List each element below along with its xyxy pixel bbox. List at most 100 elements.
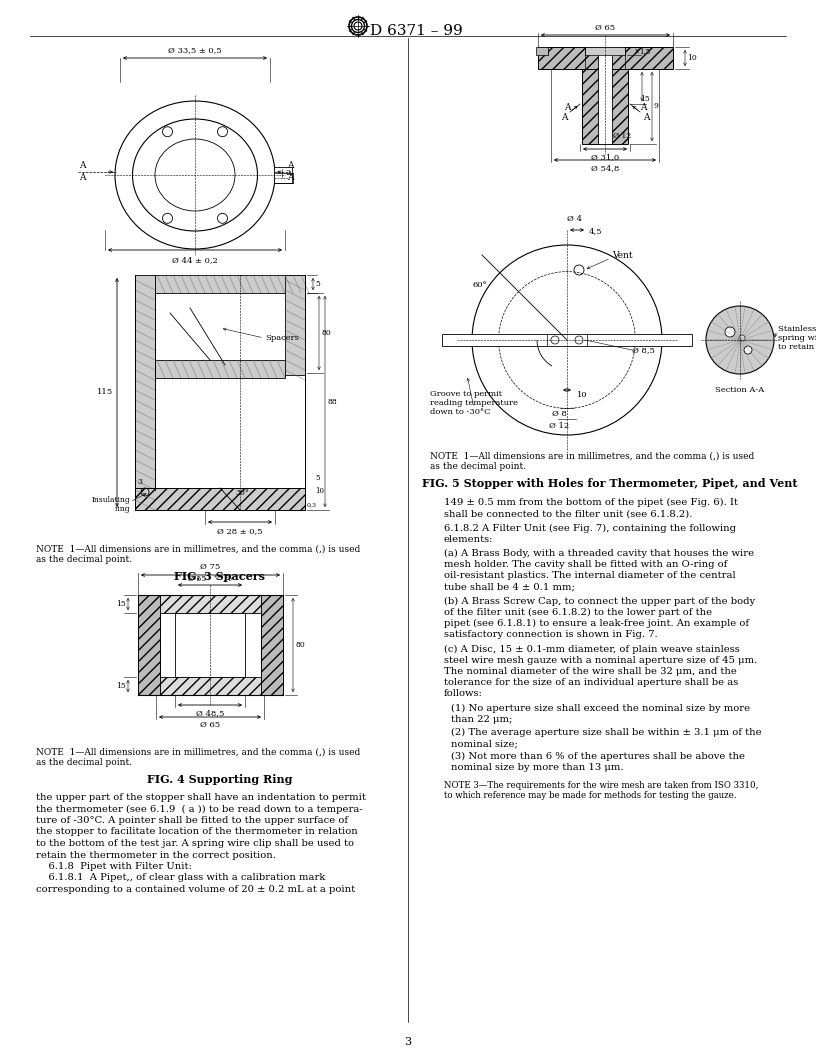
Text: 88: 88	[327, 397, 337, 406]
Text: 6.1.8  Pipet with Filter Unit:: 6.1.8 Pipet with Filter Unit:	[36, 862, 192, 871]
Text: (3) Not more than 6 % of the apertures shall be above the: (3) Not more than 6 % of the apertures s…	[451, 752, 745, 761]
Text: Ø 28 ± 0,5: Ø 28 ± 0,5	[217, 527, 263, 535]
Text: 30°: 30°	[235, 489, 249, 497]
Text: NOTE  1—All dimensions are in millimetres, and the comma (,) is used
as the deci: NOTE 1—All dimensions are in millimetres…	[36, 545, 360, 564]
Text: Ø 12: Ø 12	[613, 132, 632, 140]
Text: (c) A Disc, 15 ± 0.1-mm diameter, of plain weave stainless: (c) A Disc, 15 ± 0.1-mm diameter, of pla…	[444, 644, 740, 654]
Text: elements:: elements:	[444, 534, 494, 544]
Text: D 6371 – 99: D 6371 – 99	[370, 24, 463, 38]
Text: 115: 115	[97, 389, 113, 396]
Bar	[585, 48, 625, 55]
Text: 6.1.8.1  A Pipet,, of clear glass with a calibration mark: 6.1.8.1 A Pipet,, of clear glass with a …	[36, 873, 326, 883]
Bar	[160, 595, 261, 612]
Bar	[261, 595, 283, 695]
Text: (b) A Brass Screw Cap, to connect the upper part of the body: (b) A Brass Screw Cap, to connect the up…	[444, 597, 755, 606]
Text: A: A	[79, 161, 85, 170]
Text: 3: 3	[405, 1037, 411, 1046]
Text: shall be connected to the filter unit (see 6.1.8.2).: shall be connected to the filter unit (s…	[444, 509, 692, 518]
Text: A: A	[643, 113, 650, 122]
Text: retain the thermometer in the correct position.: retain the thermometer in the correct po…	[36, 850, 276, 860]
Text: 10: 10	[687, 54, 697, 62]
Bar	[536, 48, 548, 55]
Bar	[155, 275, 305, 293]
Text: to the bottom of the test jar. A spring wire clip shall be used to: to the bottom of the test jar. A spring …	[36, 840, 354, 848]
Text: A: A	[79, 173, 85, 183]
Text: 149 ± 0.5 mm from the bottom of the pipet (see Fig. 6). It: 149 ± 0.5 mm from the bottom of the pipe…	[444, 498, 738, 507]
Text: NOTE 3—The requirements for the wire mesh are taken from ISO 3310,: NOTE 3—The requirements for the wire mes…	[444, 780, 759, 790]
Text: (a) A Brass Body, with a threaded cavity that houses the wire: (a) A Brass Body, with a threaded cavity…	[444, 549, 754, 558]
Text: Groove to permit
reading temperature
down to -30°C: Groove to permit reading temperature dow…	[430, 390, 518, 416]
Text: follows:: follows:	[444, 690, 483, 698]
Text: 6.1.8.2 A Filter Unit (see Fig. 7), containing the following: 6.1.8.2 A Filter Unit (see Fig. 7), cont…	[444, 524, 736, 532]
Bar	[155, 360, 285, 378]
Text: than 22 μm;: than 22 μm;	[451, 715, 512, 723]
Bar	[135, 488, 305, 510]
Text: Ø 54,8: Ø 54,8	[591, 164, 619, 172]
Text: the thermometer (see 6.1.9  ( a )) to be read down to a tempera-: the thermometer (see 6.1.9 ( a )) to be …	[36, 805, 363, 813]
Text: the stopper to facilitate location of the thermometer in relation: the stopper to facilitate location of th…	[36, 828, 357, 836]
Text: oil-resistant plastics. The internal diameter of the central: oil-resistant plastics. The internal dia…	[444, 571, 736, 580]
Text: pipet (see 6.1.8.1) to ensure a leak-free joint. An example of: pipet (see 6.1.8.1) to ensure a leak-fre…	[444, 619, 749, 628]
Text: ture of -30°C. A pointer shall be fitted to the upper surface of: ture of -30°C. A pointer shall be fitted…	[36, 816, 348, 825]
Text: to which reference may be made for methods for testing the gauze.: to which reference may be made for metho…	[444, 791, 737, 799]
Text: Section A-A: Section A-A	[716, 386, 765, 394]
Text: tube shall be 4 ± 0.1 mm;: tube shall be 4 ± 0.1 mm;	[444, 583, 575, 591]
Text: steel wire mesh gauze with a nominal aperture size of 45 μm.: steel wire mesh gauze with a nominal ape…	[444, 656, 757, 664]
Text: 5: 5	[315, 280, 320, 288]
Circle shape	[739, 335, 745, 341]
Text: FIG. 3 Spacers: FIG. 3 Spacers	[175, 571, 265, 582]
Text: A: A	[561, 113, 567, 122]
Bar	[538, 48, 673, 69]
Text: Ø 44 ± 0,2: Ø 44 ± 0,2	[172, 256, 218, 264]
Text: 80: 80	[295, 641, 304, 649]
Text: Ø 31,0: Ø 31,0	[591, 153, 619, 161]
Text: Ø 4: Ø 4	[567, 215, 582, 223]
Bar	[138, 595, 160, 695]
Text: 15: 15	[116, 682, 126, 690]
Text: Stainless steel
spring wire clip
to retain thermometer: Stainless steel spring wire clip to reta…	[778, 325, 816, 352]
Text: A: A	[640, 103, 646, 113]
Text: Insulating
ring: Insulating ring	[91, 496, 130, 513]
Text: (2) The average aperture size shall be within ± 3.1 μm of the: (2) The average aperture size shall be w…	[451, 728, 761, 737]
Text: 15: 15	[640, 95, 650, 103]
Text: 2: 2	[285, 169, 290, 177]
Text: Ø 12: Ø 12	[549, 422, 569, 430]
Text: Ø 55   ⁺⁰ʳ,⁵₀: Ø 55 ⁺⁰ʳ,⁵₀	[188, 574, 232, 582]
Text: 1,5: 1,5	[639, 48, 650, 55]
Bar	[285, 275, 305, 375]
Text: corresponding to a contained volume of 20 ± 0.2 mL at a point: corresponding to a contained volume of 2…	[36, 885, 355, 894]
Bar	[175, 612, 245, 677]
Text: (1) No aperture size shall exceed the nominal size by more: (1) No aperture size shall exceed the no…	[451, 703, 750, 713]
Bar	[547, 334, 587, 346]
Text: 3: 3	[137, 478, 142, 486]
Text: Ø 8,5: Ø 8,5	[632, 346, 655, 354]
Text: 5: 5	[315, 474, 320, 482]
Text: 0,3: 0,3	[307, 503, 317, 508]
Text: 10: 10	[577, 391, 588, 399]
Text: nominal size;: nominal size;	[451, 739, 518, 748]
Text: Ø 48,5: Ø 48,5	[196, 709, 224, 717]
Text: FIG. 4 Supporting Ring: FIG. 4 Supporting Ring	[147, 774, 293, 785]
Bar	[135, 275, 155, 510]
Text: Ø 65: Ø 65	[595, 24, 615, 32]
Text: Spacers: Spacers	[265, 334, 299, 342]
Text: Ø 33,5 ± 0,5: Ø 33,5 ± 0,5	[168, 46, 222, 54]
Text: 60°: 60°	[472, 281, 487, 289]
Bar	[442, 334, 692, 346]
Text: 9: 9	[654, 102, 659, 111]
Circle shape	[744, 346, 752, 354]
Text: 4,5: 4,5	[589, 227, 602, 235]
Bar	[582, 69, 628, 144]
Bar	[274, 167, 292, 183]
Text: 80: 80	[321, 329, 330, 337]
Circle shape	[725, 327, 735, 337]
Text: tolerance for the size of an individual aperture shall be as: tolerance for the size of an individual …	[444, 678, 738, 687]
Text: The nominal diameter of the wire shall be 32 μm, and the: The nominal diameter of the wire shall b…	[444, 666, 737, 676]
Bar	[160, 677, 261, 695]
Bar	[598, 48, 612, 144]
Text: 10: 10	[315, 487, 324, 495]
Text: NOTE  1—All dimensions are in millimetres, and the comma (,) is used
as the deci: NOTE 1—All dimensions are in millimetres…	[430, 452, 754, 471]
Text: the upper part of the stopper shall have an indentation to permit: the upper part of the stopper shall have…	[36, 793, 366, 802]
Text: Ø 65: Ø 65	[200, 721, 220, 729]
Text: Vent: Vent	[612, 250, 632, 260]
